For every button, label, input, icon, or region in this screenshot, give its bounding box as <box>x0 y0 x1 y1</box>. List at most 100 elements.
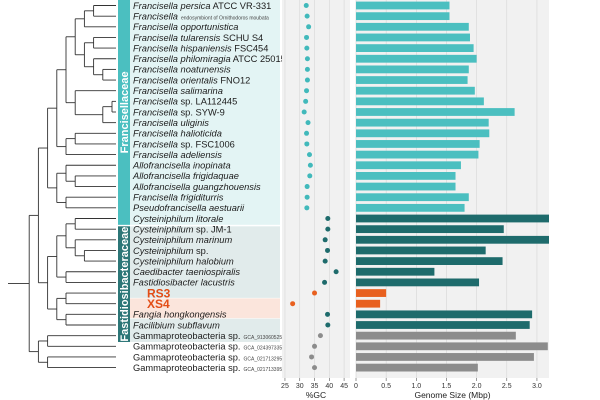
francisellaceae-label: Francisellaceae <box>119 71 131 153</box>
gc-dot <box>317 333 323 339</box>
taxon-label: Francisella halioticida <box>133 129 222 139</box>
genome-size-bar <box>356 76 468 84</box>
gc-dot <box>322 237 328 243</box>
taxon-label: Francisella sp. LA112445 <box>133 97 237 107</box>
genome-size-bar <box>356 86 475 95</box>
gc-dot <box>325 247 331 253</box>
taxon-label: Gammaproteobacteria sp. GCA_913060525.1 <box>133 331 287 341</box>
taxon-label: Caedibacter taeniospiralis <box>133 267 240 277</box>
taxon-genus: Francisella <box>133 118 178 128</box>
fastidiosibacteraceae-label: Fastidiosibacteraceae <box>119 227 131 342</box>
taxon-label: Fastidiosibacter lacustris <box>133 278 235 288</box>
genome-size-bar <box>356 331 516 340</box>
taxon-species: adeliensis <box>178 150 222 160</box>
gc-dot <box>322 279 328 285</box>
genome-size-bar <box>356 54 477 63</box>
gc-dot <box>312 290 318 296</box>
taxon-species: orientalis <box>178 75 218 85</box>
taxon-label: Francisella frigiditurris <box>133 193 224 203</box>
gc-dot <box>304 45 310 51</box>
genome-size-bar <box>356 321 530 329</box>
gc-dot <box>306 24 312 30</box>
gc-panel-background <box>282 0 350 378</box>
gc-dot <box>312 365 318 371</box>
taxon-species: sp. <box>193 246 208 256</box>
gc-dot <box>304 66 310 72</box>
gc-dot <box>304 141 310 147</box>
taxon-strain: JM-1 <box>208 224 231 234</box>
taxon-label: Francisella hispaniensis FSC454 <box>133 43 268 53</box>
genome-size-bar <box>356 97 484 106</box>
family-labels: Francisellaceae Fastidiosibacteraceae <box>118 0 131 342</box>
taxon-note: GCA_024397335.1 <box>243 346 286 352</box>
taxon-label: Cysteiniphilum sp. JM-1 <box>133 224 232 234</box>
genome-size-bar <box>356 299 381 308</box>
taxon-label: Allofrancisella inopinata <box>132 161 231 171</box>
genome-tick-label: 2.5 <box>502 383 512 390</box>
taxon-genus: Fastidiosibacter <box>133 278 199 288</box>
taxon-note: GCA_021713395.1 <box>243 367 286 373</box>
taxon-label: Francisella uliginis <box>133 118 209 128</box>
gc-dot <box>301 109 307 115</box>
taxon-strain: ATCC 25015 <box>231 54 286 64</box>
genome-size-bar <box>356 225 504 234</box>
gc-dot <box>304 194 310 200</box>
genome-size-bar <box>356 172 456 180</box>
taxon-labels: Francisella persica ATCC VR-331Francisel… <box>132 1 287 373</box>
genome-size-bar <box>356 289 387 297</box>
genome-size-chart: 0 0.5 1.0 1.5 2.0 2.5 3.0 Genome Size (Mbp) <box>354 0 549 400</box>
gc-dot <box>304 205 310 211</box>
genome-size-bar <box>356 193 469 202</box>
gc-tick-label: 30 <box>296 383 304 390</box>
genome-size-bar <box>356 278 480 287</box>
gc-dot <box>304 184 310 190</box>
gc-dot <box>303 3 309 8</box>
gc-tick-label: 25 <box>281 383 289 390</box>
gc-dot <box>325 216 331 221</box>
taxon-label: Francisella noatunensis <box>133 65 231 75</box>
taxon-note: GCA_021713295.1 <box>243 356 286 362</box>
genome-tick-label: 1.5 <box>442 383 452 390</box>
taxon-species: subflavum <box>175 320 220 330</box>
taxon-name: Gammaproteobacteria sp. <box>133 331 240 341</box>
genome-size-bar <box>356 182 456 191</box>
taxon-species: sp. <box>193 224 208 234</box>
taxon-genus: Cysteiniphilum <box>133 246 194 256</box>
genome-tick-label: 1.0 <box>411 383 421 390</box>
taxon-species: sp. <box>178 107 193 117</box>
taxon-genus: Cysteiniphilum <box>133 214 194 224</box>
gc-tick-label: 35 <box>311 383 319 390</box>
taxon-genus: Francisella <box>133 150 178 160</box>
gc-axis-title: %GC <box>306 390 326 400</box>
taxon-genus: Cysteiniphilum <box>133 235 194 245</box>
taxon-label: Francisella sp. SYW-9 <box>133 107 225 117</box>
taxon-genus: Fangia <box>133 310 161 320</box>
symbiont-label: XS4 <box>147 297 170 311</box>
gc-dot <box>325 226 331 232</box>
gc-dot <box>303 98 309 104</box>
gc-dot <box>325 322 331 328</box>
taxon-label: Fangia hongkongensis <box>133 310 227 320</box>
taxon-genus: Francisella <box>133 107 178 117</box>
genome-size-bar <box>356 353 534 361</box>
taxon-name: Gammaproteobacteria sp. <box>133 352 240 362</box>
taxon-genus: Cysteiniphilum <box>133 256 194 266</box>
gc-content-chart: 25 30 35 40 45 %GC <box>281 0 350 400</box>
taxon-label: Francisella orientalis FNO12 <box>133 75 250 85</box>
gc-dot <box>304 13 310 19</box>
gc-dot <box>305 120 311 126</box>
taxon-species: persica <box>178 1 211 11</box>
taxon-species: opportunistica <box>178 22 238 32</box>
gc-dot <box>306 152 312 158</box>
genome-size-bar <box>356 267 435 276</box>
genome-size-bar <box>356 310 533 319</box>
symbiont-band <box>128 298 280 319</box>
fastidiosibacteraceae-band <box>118 226 280 298</box>
taxon-genus: Francisella <box>133 193 178 203</box>
taxon-species: inopinata <box>190 161 230 171</box>
taxon-species: uliginis <box>178 118 209 128</box>
gc-dot <box>290 301 296 307</box>
taxon-genus: Allofrancisella <box>132 182 190 192</box>
genome-size-bar <box>356 246 486 255</box>
